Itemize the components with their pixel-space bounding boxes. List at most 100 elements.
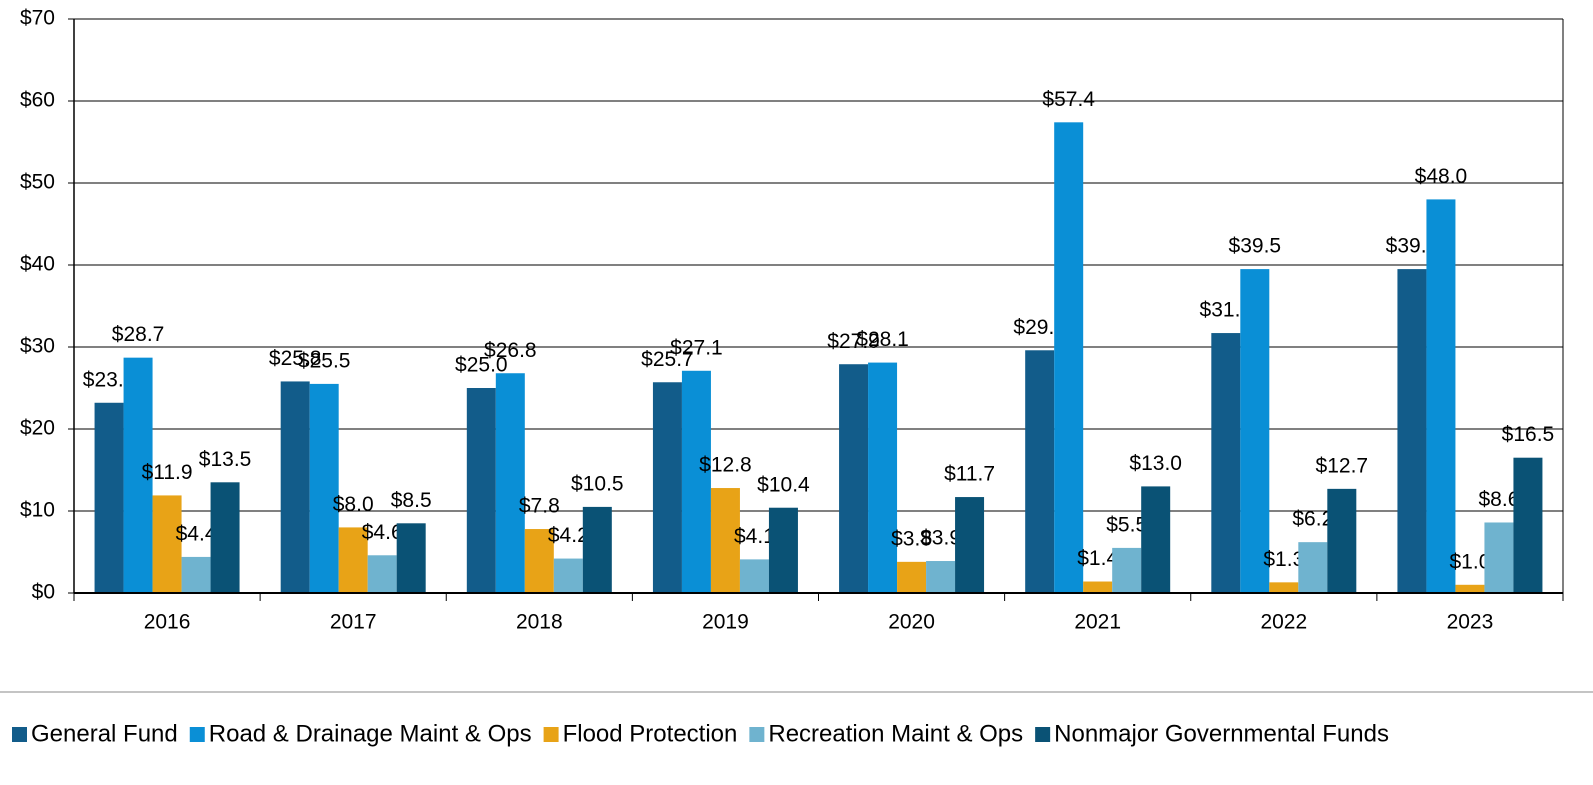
bar	[1298, 542, 1328, 593]
bar	[1513, 457, 1543, 593]
data-label: $25.5	[298, 349, 351, 372]
bar	[1025, 350, 1055, 593]
bar	[181, 556, 211, 593]
bar	[396, 523, 426, 593]
data-label: $8.6	[1479, 488, 1520, 511]
data-label: $11.7	[944, 463, 995, 486]
data-label: $8.0	[333, 493, 374, 516]
bar	[280, 381, 310, 593]
y-tick-label: $40	[20, 253, 55, 276]
bar	[955, 497, 985, 593]
bar	[524, 529, 554, 593]
y-tick-label: $70	[20, 7, 55, 30]
data-label: $39.5	[1386, 235, 1439, 258]
bar	[926, 561, 956, 593]
legend-swatch	[12, 727, 27, 742]
bar	[868, 362, 898, 593]
bar	[1397, 269, 1427, 593]
data-label: $25.8	[269, 347, 322, 370]
bar	[367, 555, 397, 593]
x-tick-label: 2018	[516, 611, 563, 634]
data-label: $48.0	[1415, 165, 1468, 188]
data-label: $8.5	[391, 489, 432, 512]
bar	[1112, 547, 1142, 593]
data-label: $23.2	[83, 368, 136, 391]
data-label: $11.9	[142, 461, 193, 484]
data-label: $6.2	[1292, 508, 1333, 531]
data-label: $3.9	[920, 527, 961, 550]
y-tick-label: $0	[32, 581, 55, 604]
legend-swatch	[543, 727, 559, 742]
legend-swatch	[189, 727, 205, 742]
bar	[897, 561, 927, 593]
data-label: $7.8	[519, 495, 560, 518]
legend-swatch	[1035, 727, 1051, 742]
data-label: $10.4	[757, 473, 810, 496]
bar	[210, 482, 240, 593]
legend-label: Flood Protection	[563, 720, 738, 747]
bar	[582, 506, 612, 593]
y-tick-label: $60	[20, 89, 55, 112]
data-label: $39.5	[1229, 235, 1282, 258]
legend-label: Recreation Maint & Ops	[768, 720, 1023, 747]
y-tick-label: $30	[20, 335, 55, 358]
bar	[309, 383, 339, 593]
bar	[152, 495, 182, 593]
data-label: $4.2	[548, 524, 589, 547]
x-tick-label: 2023	[1447, 611, 1494, 634]
data-label: $1.4	[1077, 547, 1118, 570]
bar	[681, 370, 711, 593]
data-label: $29.6	[1013, 316, 1066, 339]
bar	[768, 507, 798, 593]
bar	[553, 558, 583, 593]
x-tick-label: 2021	[1074, 611, 1121, 634]
y-tick-label: $20	[20, 417, 55, 440]
x-tick-label: 2019	[702, 611, 749, 634]
data-label: $1.0	[1450, 550, 1491, 573]
data-label: $26.8	[484, 339, 537, 362]
data-label: $4.6	[362, 521, 403, 544]
bar	[1211, 333, 1241, 593]
legend-label: Road & Drainage Maint & Ops	[209, 720, 532, 747]
bar	[495, 373, 525, 593]
legend-swatch	[749, 727, 765, 742]
bar	[123, 357, 153, 593]
data-label: $16.5	[1502, 423, 1555, 446]
legend-label: General Fund	[31, 720, 178, 747]
legend-label: Nonmajor Governmental Funds	[1054, 720, 1389, 747]
bar	[1054, 122, 1084, 593]
y-tick-label: $50	[20, 171, 55, 194]
data-label: $10.5	[571, 472, 624, 495]
data-label: $27.1	[670, 336, 723, 359]
data-label: $1.3	[1263, 548, 1304, 571]
bar	[739, 559, 769, 593]
data-label: $25.7	[641, 348, 694, 371]
data-label: $3.8	[891, 527, 932, 550]
bar	[1141, 486, 1171, 593]
data-label: $31.7	[1200, 299, 1253, 322]
data-label: $27.9	[827, 330, 880, 353]
data-label: $13.5	[199, 448, 252, 471]
data-label: $5.5	[1106, 513, 1147, 536]
data-label: $57.4	[1042, 88, 1095, 111]
bar	[1455, 584, 1485, 593]
y-tick-label: $10	[20, 499, 55, 522]
bar	[839, 364, 869, 593]
bar	[710, 488, 740, 593]
data-label: $28.7	[112, 323, 165, 346]
x-tick-label: 2020	[888, 611, 935, 634]
bar	[1269, 582, 1299, 593]
bar	[338, 527, 368, 593]
data-label: $12.7	[1316, 454, 1369, 477]
data-label: $25.0	[455, 354, 508, 377]
data-label: $4.4	[176, 522, 217, 545]
data-label: $12.8	[699, 454, 752, 477]
x-tick-label: 2022	[1260, 611, 1307, 634]
data-label: $28.1	[856, 328, 909, 351]
bar	[652, 382, 682, 593]
bar	[94, 402, 124, 593]
x-tick-label: 2017	[330, 611, 377, 634]
bar	[466, 388, 496, 593]
bar	[1484, 522, 1514, 593]
